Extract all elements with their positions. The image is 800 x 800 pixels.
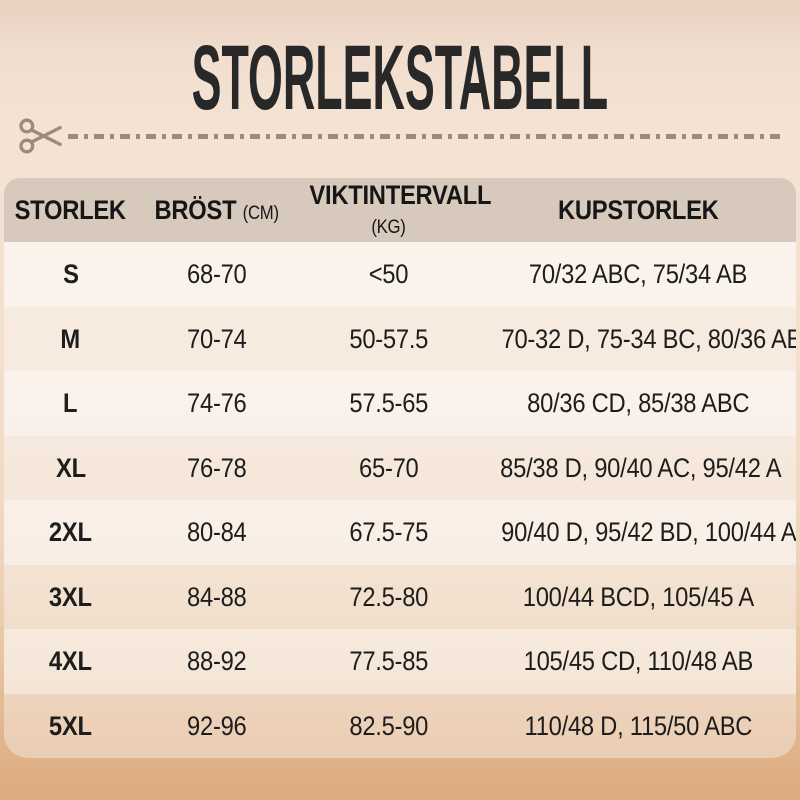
scissors-icon xyxy=(19,118,62,154)
vikt-cell: 72.5-80 xyxy=(349,581,429,612)
cut-line xyxy=(0,118,800,154)
size-cell: L xyxy=(63,388,78,419)
size-cell: 2XL xyxy=(49,517,92,548)
vikt-cell: 57.5-65 xyxy=(349,388,429,419)
brost-cell: 80-84 xyxy=(187,517,247,548)
table-row: 2XL 80-84 67.5-75 90/40 D, 95/42 BD, 100… xyxy=(4,500,796,565)
table-row: 5XL 92-96 82.5-90 110/48 D, 115/50 ABC xyxy=(4,693,796,758)
kup-cell: 110/48 D, 115/50 ABC xyxy=(524,710,753,741)
vikt-cell: 50-57.5 xyxy=(349,323,429,354)
vikt-cell: 67.5-75 xyxy=(349,517,429,548)
table-row: XL 76-78 65-70 85/38 D, 90/40 AC, 95/42 … xyxy=(4,435,796,500)
kup-cell: 105/45 CD, 110/48 AB xyxy=(523,646,754,677)
size-cell: 3XL xyxy=(49,581,92,612)
kup-cell: 100/44 BCD, 105/45 A xyxy=(522,581,754,612)
column-header-viktintervall: VIKTINTERVALL (KG) xyxy=(309,180,492,238)
brost-cell: 68-70 xyxy=(187,259,247,290)
table-row: S 68-70 <50 70/32 ABC, 75/34 AB xyxy=(4,242,796,307)
size-cell: S xyxy=(62,259,79,290)
vikt-cell: 65-70 xyxy=(359,452,419,483)
dashed-cut-line xyxy=(68,133,786,139)
brost-cell: 70-74 xyxy=(187,323,247,354)
kup-cell: 70/32 ABC, 75/34 AB xyxy=(529,259,748,290)
vikt-cell: <50 xyxy=(369,259,409,290)
size-cell: XL xyxy=(55,452,86,483)
column-header-kupstorlek: KUPSTORLEK xyxy=(558,194,719,225)
size-cell: M xyxy=(60,323,81,354)
kup-cell: 85/38 D, 90/40 AC, 95/42 A xyxy=(499,452,782,483)
size-cell: 4XL xyxy=(49,646,92,677)
column-header-brost: BRÖST (CM) xyxy=(154,194,280,225)
brost-cell: 76-78 xyxy=(187,452,247,483)
page-title-text: STORLEKSTABELL xyxy=(191,26,609,129)
size-table: STORLEK BRÖST (CM) VIKTINTERVALL (KG) KU… xyxy=(4,178,796,758)
vikt-cell: 77.5-85 xyxy=(349,646,429,677)
brost-cell: 92-96 xyxy=(187,710,247,741)
column-header-storlek: STORLEK xyxy=(14,194,127,225)
kup-cell: 70-32 D, 75-34 BC, 80/36 AB xyxy=(501,323,796,354)
vikt-cell: 82.5-90 xyxy=(349,710,429,741)
table-row: 3XL 84-88 72.5-80 100/44 BCD, 105/45 A xyxy=(4,564,796,629)
kup-cell: 80/36 CD, 85/38 ABC xyxy=(527,388,750,419)
table-header-row: STORLEK BRÖST (CM) VIKTINTERVALL (KG) KU… xyxy=(4,178,796,242)
brost-cell: 88-92 xyxy=(187,646,247,677)
table-row: 4XL 88-92 77.5-85 105/45 CD, 110/48 AB xyxy=(4,629,796,694)
kup-cell: 90/40 D, 95/42 BD, 100/44 A xyxy=(500,517,796,548)
brost-cell: 84-88 xyxy=(187,581,247,612)
brost-cell: 74-76 xyxy=(187,388,247,419)
table-row: L 74-76 57.5-65 80/36 CD, 85/38 ABC xyxy=(4,371,796,436)
size-cell: 5XL xyxy=(49,710,92,741)
page-title: STORLEKSTABELL xyxy=(0,0,800,123)
table-row: M 70-74 50-57.5 70-32 D, 75-34 BC, 80/36… xyxy=(4,306,796,371)
